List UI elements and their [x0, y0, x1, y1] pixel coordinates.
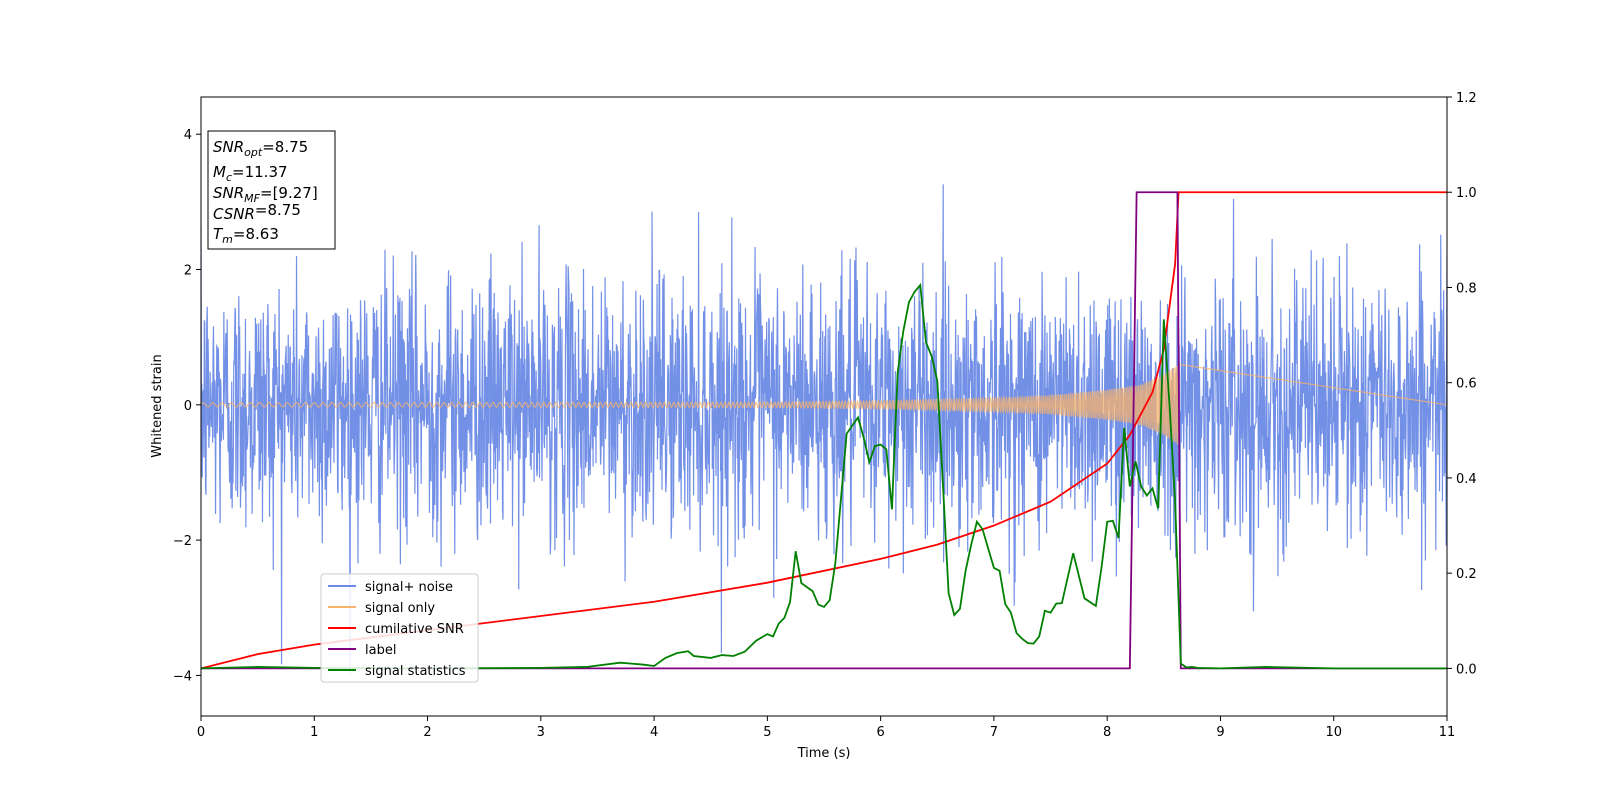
y-axis-right: 0.0 0.2 0.4 0.6 0.8 1.0 1.2 [1447, 91, 1477, 677]
legend-label-label: label [365, 643, 396, 658]
series-signal-noise [201, 184, 1447, 675]
series-signal-statistics [201, 282, 1447, 670]
y-tick-label-right: 1.0 [1456, 186, 1477, 201]
y-tick-label-right: 1.2 [1456, 91, 1477, 106]
y-tick-label-left: 4 [184, 128, 192, 143]
info-line-snr-mf: SNRMF=[9.27] [213, 184, 318, 205]
y-tick-label-left: 2 [184, 264, 192, 279]
info-line-mc: Mc=11.37 [213, 163, 288, 184]
x-axis-label: Time (s) [797, 746, 851, 761]
x-tick-label: 11 [1439, 725, 1456, 740]
y-tick-label-right: 0.2 [1456, 567, 1477, 582]
y-axis-label-left: Whitened strain [150, 354, 165, 457]
x-tick-label: 10 [1325, 725, 1342, 740]
series-signal-only [201, 363, 1447, 445]
y-tick-label-right: 0.8 [1456, 281, 1477, 296]
plot-frame [200, 96, 1448, 717]
signal-noise-line [201, 184, 1447, 675]
x-tick-label: 1 [310, 725, 318, 740]
y-tick-label-left: 0 [184, 399, 192, 414]
info-line-csnr: CSNR=8.75 [213, 201, 301, 223]
y-tick-label-left: −4 [173, 669, 192, 684]
x-axis: 0 1 2 3 4 5 6 7 8 9 10 11 [197, 716, 1455, 740]
info-line-snr-opt: SNRopt=8.75 [213, 138, 308, 159]
legend-label-cumilative-snr: cumilative SNR [365, 622, 464, 637]
legend-label-signal-noise: signal+ noise [365, 580, 453, 595]
legend-label-signal-only: signal only [365, 601, 435, 616]
x-tick-label: 9 [1216, 725, 1224, 740]
signal-only-line [201, 363, 1447, 445]
x-tick-label: 6 [876, 725, 884, 740]
y-tick-label-right: 0.6 [1456, 377, 1477, 392]
info-box: SNRopt=8.75 Mc=11.37 SNRMF=[9.27] CSNR=8… [207, 130, 336, 250]
x-tick-label: 4 [650, 725, 658, 740]
x-tick-label: 2 [423, 725, 431, 740]
x-tick-label: 8 [1103, 725, 1111, 740]
x-tick-label: 0 [197, 725, 205, 740]
x-tick-label: 5 [763, 725, 771, 740]
y-tick-label-right: 0.4 [1456, 472, 1477, 487]
y-axis-left: −4 −2 0 2 4 [173, 128, 201, 684]
y-tick-label-right: 0.0 [1456, 662, 1477, 677]
y-tick-label-left: −2 [173, 534, 192, 549]
legend: signal+ noise signal only cumilative SNR… [320, 573, 479, 683]
info-line-tm: Tm=8.63 [213, 225, 279, 246]
legend-label-signal-statistics: signal statistics [365, 664, 466, 679]
x-tick-label: 7 [990, 725, 998, 740]
x-tick-label: 3 [537, 725, 545, 740]
